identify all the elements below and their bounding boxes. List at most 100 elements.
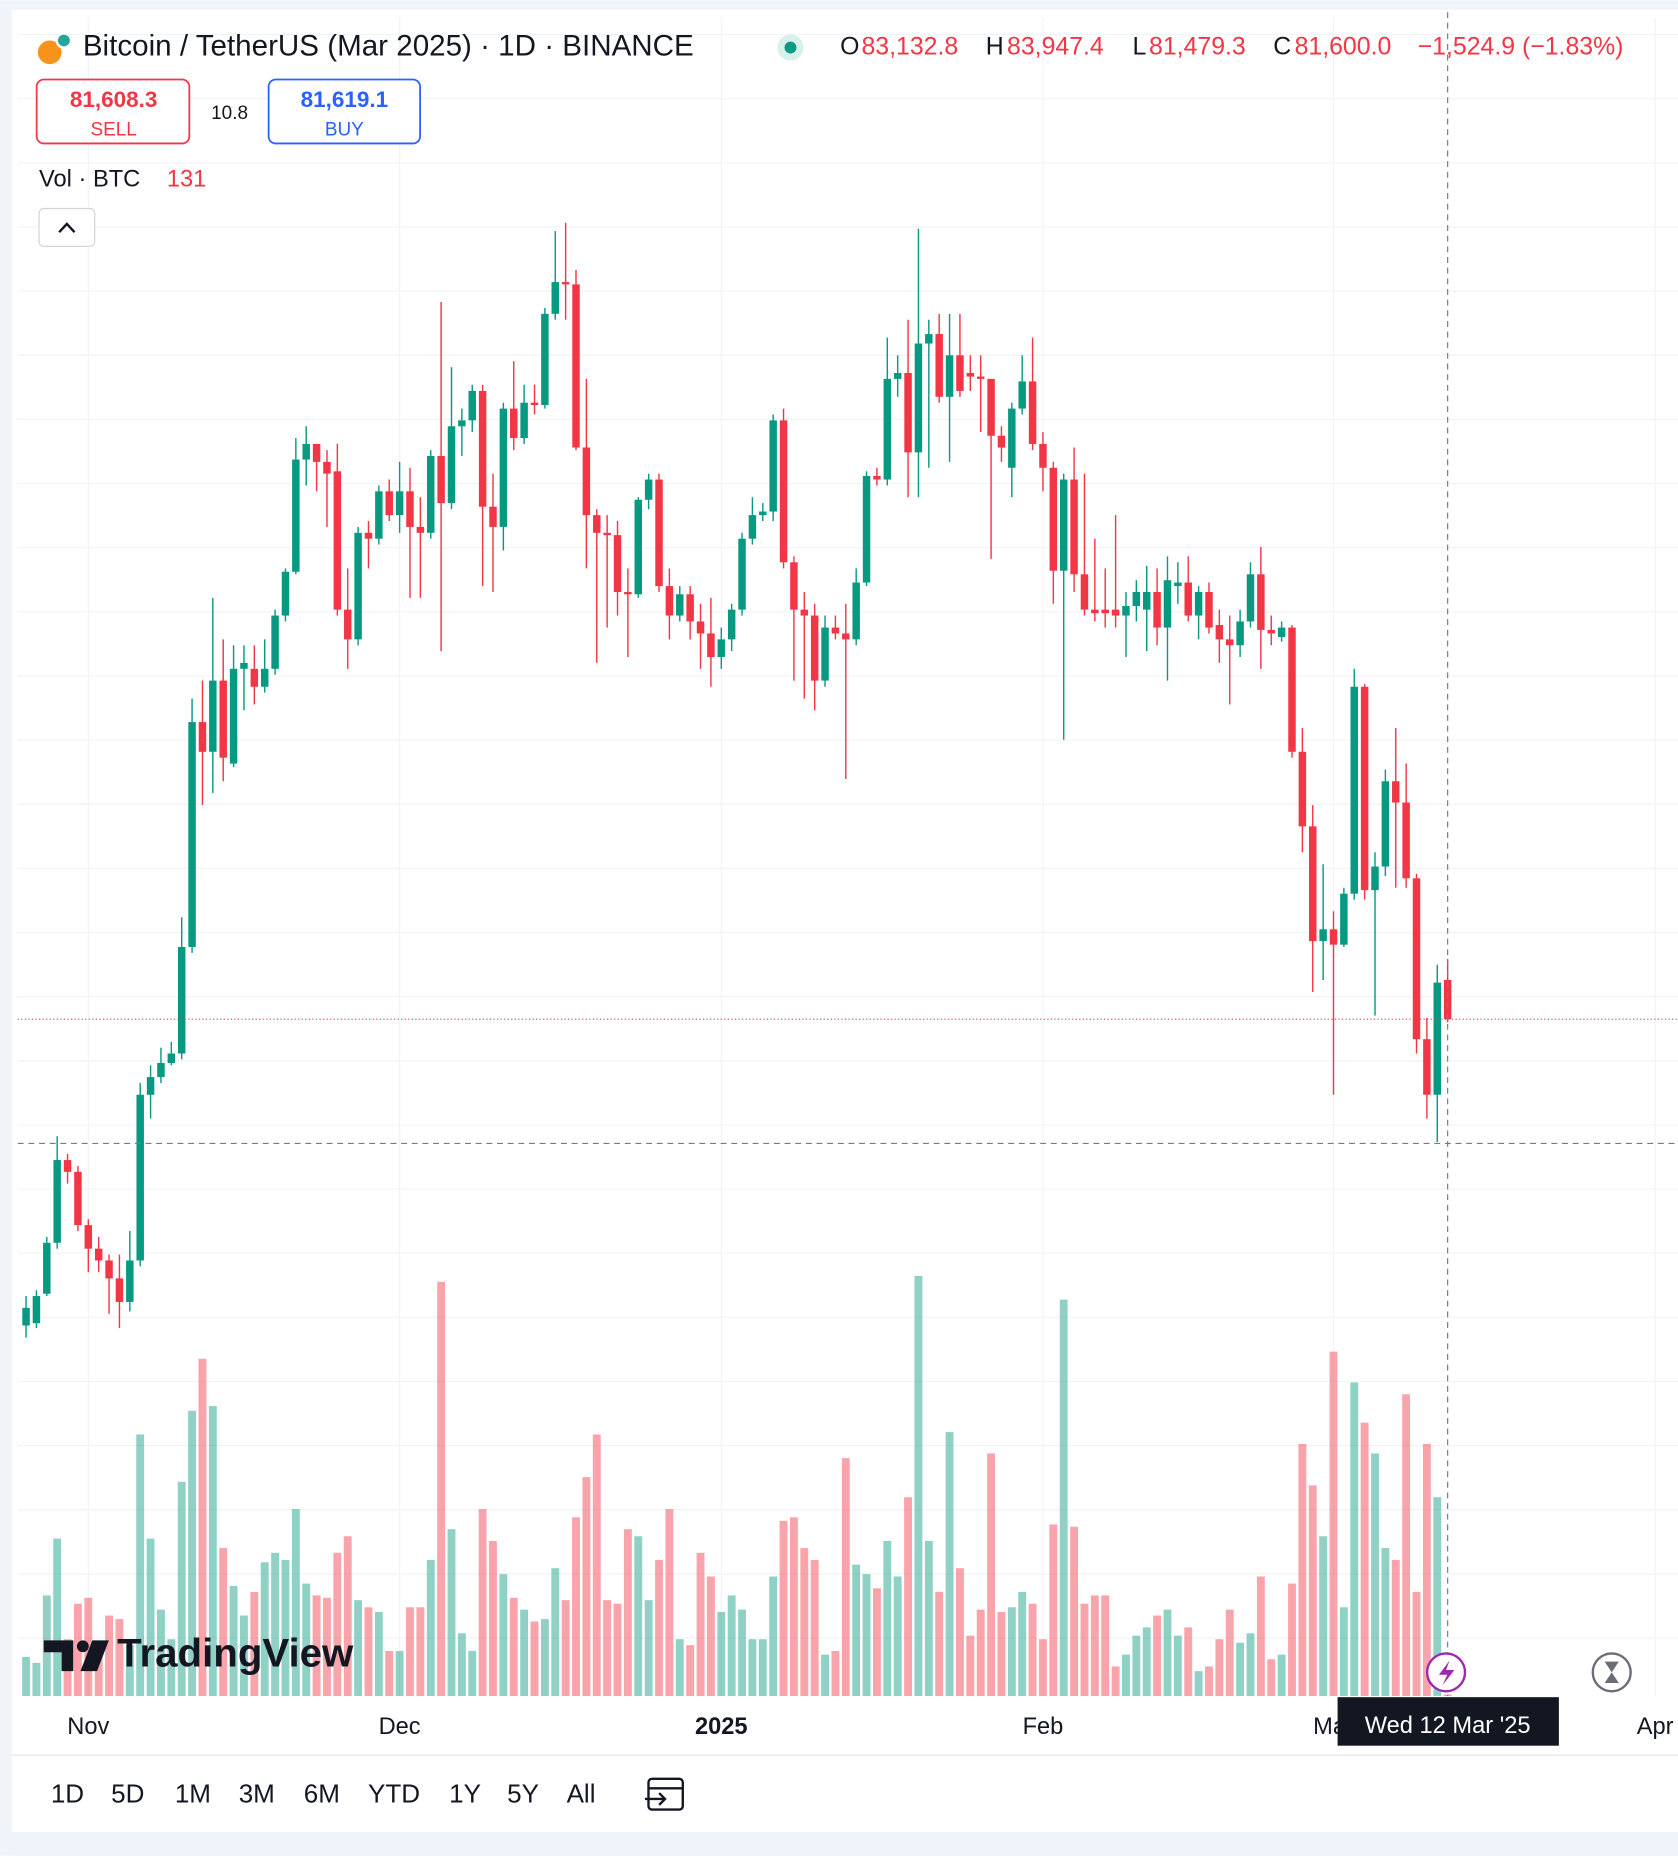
sell-button[interactable] [35, 78, 191, 145]
candle-body [873, 475, 881, 480]
candle-body [333, 471, 342, 610]
volume-bar [395, 1651, 404, 1696]
volume-bar [717, 1611, 726, 1696]
volume-bar [727, 1595, 736, 1696]
candle-body [976, 376, 985, 379]
candle-body [634, 499, 643, 595]
volume-bar [831, 1651, 840, 1696]
volume-bar [447, 1529, 456, 1696]
volume-bar [291, 1509, 300, 1696]
sell-label[interactable]: SELL [90, 119, 136, 140]
volume-bar [478, 1509, 487, 1696]
volume-bar [696, 1552, 705, 1696]
candle-body [1122, 606, 1130, 616]
range-button[interactable]: 1M [175, 1778, 211, 1808]
logo-mark [43, 1640, 74, 1672]
candle-body [748, 515, 757, 539]
collapse-button[interactable] [38, 207, 96, 247]
candle-body [1142, 591, 1151, 610]
sell-price[interactable]: 81,608.3 [70, 87, 157, 112]
date-range-icon[interactable] [644, 1777, 684, 1811]
volume-bar [146, 1538, 155, 1696]
range-button[interactable]: 3M [239, 1778, 275, 1808]
candle-body [810, 615, 819, 681]
range-button[interactable]: YTD [368, 1778, 420, 1808]
volume-bar [1236, 1642, 1245, 1696]
volume-bar [333, 1552, 342, 1696]
x-tick-label: 2025 [695, 1714, 748, 1740]
symbol-title[interactable]: Bitcoin / TetherUS (Mar 2025) · 1D · BIN… [83, 29, 694, 62]
volume-bar [872, 1588, 881, 1696]
candle-body [904, 372, 912, 453]
candle-body [593, 515, 601, 533]
volume-bar [883, 1540, 892, 1696]
candle-body [790, 562, 798, 610]
volume-bar [530, 1621, 539, 1696]
buy-label[interactable]: BUY [325, 119, 364, 140]
candle-body [541, 313, 549, 406]
range-button[interactable]: 6M [304, 1778, 340, 1808]
candle-body [385, 491, 393, 516]
volume-bar [1381, 1548, 1390, 1696]
candle-body [1153, 591, 1161, 628]
range-button[interactable]: 1Y [449, 1778, 481, 1808]
volume-bar [997, 1611, 1006, 1696]
logo: TradingView [43, 1630, 354, 1675]
candle-body [416, 526, 425, 533]
candle-body [74, 1171, 82, 1226]
candle-body [188, 722, 196, 947]
candle-body [229, 668, 238, 764]
replay-icon[interactable] [1591, 1652, 1632, 1693]
volume-bar [779, 1520, 788, 1696]
candle-body [53, 1160, 61, 1243]
range-button[interactable]: 1D [51, 1778, 84, 1808]
candle-body [1412, 878, 1421, 1040]
volume-bar [976, 1609, 985, 1696]
volume-bar [706, 1576, 715, 1696]
candle-body [727, 609, 736, 640]
calendar-arrow [644, 1792, 667, 1806]
volume-bar [1080, 1603, 1089, 1696]
candle-body [821, 627, 829, 681]
candle-body [94, 1248, 103, 1261]
ohlc-value: 81,600.0 [1295, 33, 1392, 60]
volume-bar [437, 1281, 446, 1696]
volume-bar [1371, 1453, 1379, 1696]
volume-bar [572, 1517, 580, 1696]
buy-price[interactable]: 81,619.1 [301, 87, 388, 112]
volume-bar [1184, 1627, 1193, 1696]
volume-bar [1412, 1591, 1421, 1696]
range-button[interactable]: 5Y [507, 1778, 539, 1808]
volume-bar [644, 1600, 653, 1696]
candle-body [468, 390, 476, 421]
volume-bar [540, 1619, 549, 1696]
volume-bar [1018, 1591, 1027, 1696]
buy-button[interactable] [267, 78, 421, 145]
volume-bar [748, 1639, 757, 1696]
candle-body [458, 420, 466, 427]
x-tick-label: Dec [379, 1714, 421, 1740]
candle-body [779, 420, 788, 563]
volume-bar [198, 1358, 207, 1696]
volume-bar [893, 1576, 902, 1696]
volume-bar [229, 1585, 238, 1696]
candle-body [395, 491, 404, 516]
candle-body [510, 408, 518, 439]
candle-body [997, 435, 1006, 448]
logo-dot [76, 1640, 89, 1653]
range-button[interactable]: 5D [111, 1778, 144, 1808]
chart-panel [11, 9, 1678, 1833]
candle-body [1360, 686, 1369, 891]
candle-body [1163, 580, 1172, 628]
volume-bar [312, 1595, 321, 1696]
volume-bar [634, 1536, 643, 1696]
volume-bar [1007, 1607, 1016, 1696]
range-button[interactable]: All [567, 1778, 596, 1808]
volume-bar [914, 1275, 923, 1696]
candle-body [489, 506, 497, 527]
volume-bar [810, 1559, 819, 1696]
volume-bar [1205, 1666, 1213, 1696]
volume-bar [1070, 1526, 1079, 1696]
candle-body [250, 668, 259, 687]
